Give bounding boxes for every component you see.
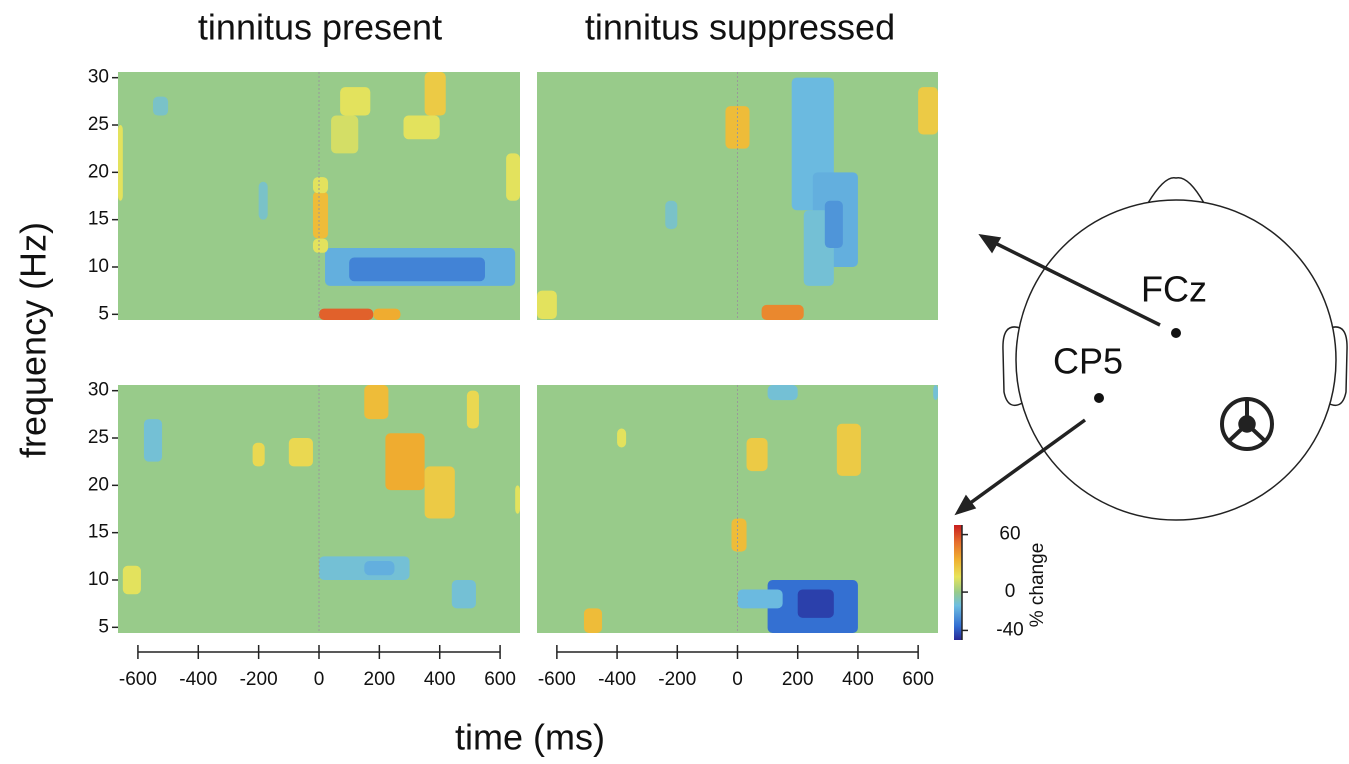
heatmap-cell	[403, 115, 440, 140]
heatmap-cell	[537, 290, 557, 320]
heatmap-cell	[617, 428, 627, 448]
heatmap-cell	[143, 419, 163, 462]
y-tick-label: 20	[88, 474, 109, 495]
x-tick-label: 600	[484, 669, 516, 690]
x-tick-label: 0	[314, 669, 325, 690]
heatmap-cell	[312, 238, 329, 253]
heatmap-cell	[767, 385, 798, 401]
heatmap-cell	[451, 579, 476, 609]
heatmap-cell	[797, 589, 834, 618]
x-axis-label: time (ms)	[455, 717, 605, 758]
electrode-label: CP5	[1053, 341, 1123, 382]
y-tick-label: 15	[88, 522, 109, 543]
nose	[1147, 176, 1205, 204]
heatmap-cell	[424, 72, 446, 116]
heatmap-cell	[312, 177, 329, 194]
symbol	[1238, 415, 1256, 433]
heatmap-cell	[761, 304, 804, 320]
x-tick-label: 400	[842, 669, 874, 690]
colorbar	[954, 525, 962, 640]
column-title: tinnitus present	[198, 7, 442, 48]
x-tick-label: -200	[240, 669, 278, 690]
heatmap-cell	[312, 191, 329, 239]
head	[1015, 199, 1337, 521]
heatmap-cell	[933, 385, 938, 401]
heatmap-cell	[122, 565, 141, 595]
arrow	[960, 418, 1087, 511]
heatmap-cell	[258, 181, 268, 220]
y-tick-label: 10	[88, 256, 109, 277]
x-tick-label: -200	[658, 669, 696, 690]
y-tick-label: 5	[98, 616, 109, 637]
heatmap-cell	[364, 561, 395, 576]
heatmap-cell	[836, 423, 861, 476]
x-tick-label: 200	[782, 669, 814, 690]
heatmap-cell	[364, 385, 389, 420]
heatmap-cell	[737, 589, 783, 609]
heatmap-cell	[252, 442, 265, 467]
x-tick-label: 200	[364, 669, 396, 690]
ear	[1002, 326, 1025, 407]
heatmap-cell	[319, 308, 374, 320]
x-tick-label: -400	[598, 669, 636, 690]
y-tick-label: 25	[88, 427, 109, 448]
heatmap-cell	[506, 153, 520, 201]
heatmap-cell	[288, 438, 313, 467]
heatmap-cell	[424, 466, 455, 519]
heatmap-cell	[373, 308, 401, 320]
colorbar-label: % change	[1027, 543, 1048, 628]
y-axis-label: frequency (Hz)	[13, 222, 54, 458]
heatmap-cell	[824, 200, 843, 249]
heatmap-cell	[466, 390, 479, 429]
heatmap-cell	[331, 115, 359, 154]
x-tick-label: -600	[119, 669, 157, 690]
arrow	[984, 236, 1161, 327]
heatmap-cell	[746, 438, 768, 472]
electrode	[1171, 328, 1181, 338]
heatmap-cell	[731, 518, 747, 552]
electrode	[1094, 393, 1104, 403]
x-tick-label: 400	[424, 669, 456, 690]
electrode-label: FCz	[1141, 269, 1207, 310]
ear	[1325, 326, 1348, 407]
x-tick-label: 0	[732, 669, 743, 690]
heatmap-cell	[665, 200, 678, 230]
arrowhead	[978, 233, 1002, 254]
y-tick-label: 5	[98, 303, 109, 324]
y-tick-label: 15	[88, 209, 109, 230]
column-title: tinnitus suppressed	[585, 7, 895, 48]
x-tick-label: -400	[179, 669, 217, 690]
heatmap-cell	[118, 125, 123, 201]
x-tick-label: -600	[538, 669, 576, 690]
heatmap-cell	[153, 96, 169, 116]
y-tick-label: 25	[88, 114, 109, 135]
colorbar-tick-label: 60	[999, 524, 1020, 545]
heatmap-cell	[349, 257, 485, 282]
heatmap-cell	[918, 87, 938, 135]
y-tick-label: 10	[88, 569, 109, 590]
colorbar-tick-label: -40	[996, 619, 1023, 640]
heatmap-cell	[340, 87, 371, 116]
arrowhead	[954, 494, 977, 516]
y-tick-label: 30	[88, 380, 109, 401]
heatmap-cell	[725, 106, 750, 149]
heatmap-cell	[583, 608, 603, 633]
head-diagram	[954, 176, 1348, 521]
x-tick-label: 600	[902, 669, 934, 690]
heatmap-cell	[515, 485, 520, 514]
y-tick-label: 20	[88, 161, 109, 182]
y-tick-label: 30	[88, 67, 109, 88]
heatmap-cell	[385, 433, 425, 491]
colorbar-tick-label: 0	[1005, 581, 1016, 602]
